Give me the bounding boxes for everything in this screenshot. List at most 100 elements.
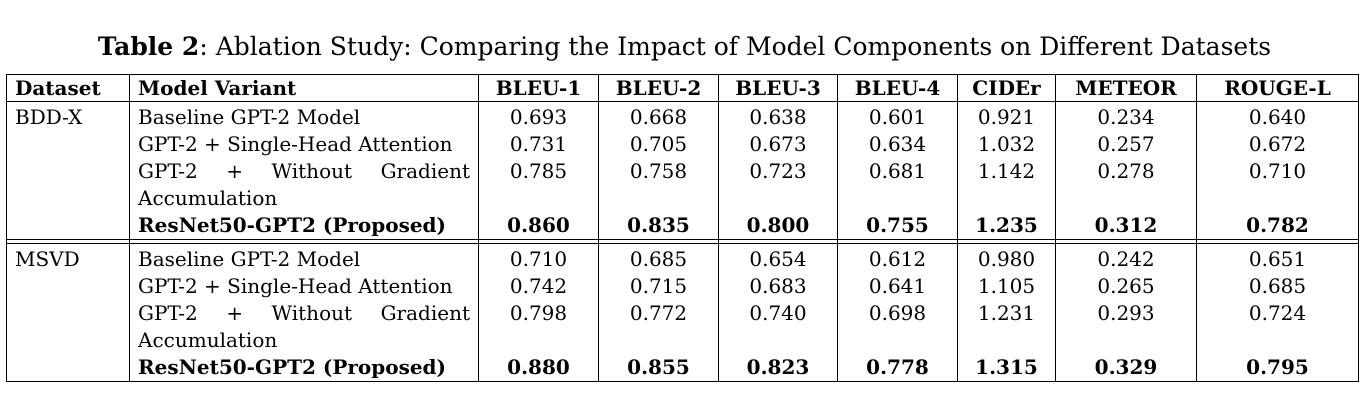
rouge-l-cell: 0.710 — [1196, 158, 1359, 212]
meteor-cell: 0.293 — [1055, 300, 1197, 354]
bleu-2-cell: 0.685 — [598, 243, 719, 273]
variant-line-2: Accumulation — [138, 186, 278, 210]
meteor-cell: 0.278 — [1055, 158, 1197, 212]
ablation-table: Dataset Model Variant BLEU-1 BLEU-2 BLEU… — [6, 74, 1359, 382]
model-variant-cell: ResNet50-GPT2 (Proposed) — [129, 354, 479, 382]
variant-line-1: GPT-2 + Without Gradient — [138, 300, 470, 327]
table-row: ResNet50-GPT2 (Proposed) 0.880 0.855 0.823 0… — [6, 354, 1359, 382]
table-caption: Table 2: Ablation Study: Comparing the I… — [0, 30, 1369, 64]
group-separator — [6, 239, 1359, 244]
table-row: MSVD Baseline GPT-2 Model 0.710 0.685 0.654 0… — [6, 243, 1359, 273]
model-variant-cell: Baseline GPT-2 Model — [129, 101, 479, 131]
table-row: GPT-2 + Single-Head Attention 0.731 0.705 0… — [6, 131, 1359, 158]
variant-word: Without — [271, 301, 353, 325]
dataset-cell — [6, 212, 130, 240]
meteor-cell: 0.329 — [1055, 354, 1197, 382]
bleu-2-cell: 0.835 — [598, 212, 719, 240]
bleu-2-cell: 0.715 — [598, 273, 719, 300]
bleu-1-cell: 0.880 — [478, 354, 599, 382]
bleu-4-cell: 0.634 — [837, 131, 958, 158]
meteor-cell: 0.257 — [1055, 131, 1197, 158]
header-bleu-1: BLEU-1 — [478, 74, 599, 102]
model-variant-cell: GPT-2 + Without Gradient Accumulation — [129, 300, 479, 354]
variant-word: Gradient — [380, 159, 470, 183]
variant-line-2: Accumulation — [138, 328, 278, 352]
model-variant-cell: GPT-2 + Single-Head Attention — [129, 273, 479, 300]
bleu-2-cell: 0.705 — [598, 131, 719, 158]
variant-word: + — [226, 301, 243, 325]
rouge-l-cell: 0.724 — [1196, 300, 1359, 354]
dataset-cell: BDD-X — [6, 101, 130, 131]
caption-label: Table 2 — [97, 32, 200, 61]
variant-word: GPT-2 — [138, 159, 198, 183]
bleu-1-cell: 0.731 — [478, 131, 599, 158]
bleu-3-cell: 0.654 — [718, 243, 838, 273]
header-bleu-3: BLEU-3 — [718, 74, 838, 102]
bleu-2-cell: 0.772 — [598, 300, 719, 354]
bleu-4-cell: 0.612 — [837, 243, 958, 273]
cider-cell: 1.142 — [957, 158, 1056, 212]
meteor-cell: 0.265 — [1055, 273, 1197, 300]
dataset-cell — [6, 131, 130, 158]
table-row: ResNet50-GPT2 (Proposed) 0.860 0.835 0.800 0… — [6, 212, 1359, 240]
header-dataset: Dataset — [6, 74, 130, 102]
rouge-l-cell: 0.672 — [1196, 131, 1359, 158]
bleu-2-cell: 0.758 — [598, 158, 719, 212]
bleu-1-cell: 0.798 — [478, 300, 599, 354]
header-model-variant: Model Variant — [129, 74, 479, 102]
bleu-4-cell: 0.641 — [837, 273, 958, 300]
dataset-cell — [6, 273, 130, 300]
model-variant-cell: ResNet50-GPT2 (Proposed) — [129, 212, 479, 240]
variant-word: + — [226, 159, 243, 183]
bleu-3-cell: 0.823 — [718, 354, 838, 382]
bleu-4-cell: 0.755 — [837, 212, 958, 240]
bleu-3-cell: 0.740 — [718, 300, 838, 354]
variant-word: Gradient — [380, 301, 470, 325]
bleu-1-cell: 0.860 — [478, 212, 599, 240]
dataset-cell — [6, 300, 130, 354]
table-row: GPT-2 + Single-Head Attention 0.742 0.715 0… — [6, 273, 1359, 300]
rouge-l-cell: 0.640 — [1196, 101, 1359, 131]
cider-cell: 0.980 — [957, 243, 1056, 273]
cider-cell: 1.315 — [957, 354, 1056, 382]
table-row: BDD-X Baseline GPT-2 Model 0.693 0.668 0.638… — [6, 101, 1359, 131]
header-bleu-2: BLEU-2 — [598, 74, 719, 102]
header-rouge-l: ROUGE-L — [1196, 74, 1359, 102]
dataset-cell — [6, 158, 130, 212]
bleu-4-cell: 0.778 — [837, 354, 958, 382]
header-bleu-4: BLEU-4 — [837, 74, 958, 102]
bleu-4-cell: 0.601 — [837, 101, 958, 131]
rouge-l-cell: 0.795 — [1196, 354, 1359, 382]
table-row: GPT-2 + Without Gradient Accumulation 0.785 0.… — [6, 158, 1359, 212]
header-row: Dataset Model Variant BLEU-1 BLEU-2 BLEU… — [6, 74, 1359, 102]
meteor-cell: 0.312 — [1055, 212, 1197, 240]
bleu-3-cell: 0.683 — [718, 273, 838, 300]
cider-cell: 1.235 — [957, 212, 1056, 240]
cider-cell: 0.921 — [957, 101, 1056, 131]
rouge-l-cell: 0.685 — [1196, 273, 1359, 300]
meteor-cell: 0.234 — [1055, 101, 1197, 131]
bleu-3-cell: 0.800 — [718, 212, 838, 240]
variant-word: GPT-2 — [138, 301, 198, 325]
bleu-3-cell: 0.638 — [718, 101, 838, 131]
bleu-1-cell: 0.693 — [478, 101, 599, 131]
bleu-4-cell: 0.681 — [837, 158, 958, 212]
model-variant-cell: GPT-2 + Single-Head Attention — [129, 131, 479, 158]
header-meteor: METEOR — [1055, 74, 1197, 102]
bleu-3-cell: 0.723 — [718, 158, 838, 212]
bleu-1-cell: 0.742 — [478, 273, 599, 300]
rouge-l-cell: 0.651 — [1196, 243, 1359, 273]
cider-cell: 1.231 — [957, 300, 1056, 354]
rouge-l-cell: 0.782 — [1196, 212, 1359, 240]
header-cider: CIDEr — [957, 74, 1056, 102]
variant-word: Without — [271, 159, 353, 183]
model-variant-cell: Baseline GPT-2 Model — [129, 243, 479, 273]
dataset-cell — [6, 354, 130, 382]
cider-cell: 1.105 — [957, 273, 1056, 300]
bleu-2-cell: 0.855 — [598, 354, 719, 382]
bleu-1-cell: 0.785 — [478, 158, 599, 212]
caption-text: : Ablation Study: Comparing the Impact o… — [199, 32, 1272, 61]
bleu-4-cell: 0.698 — [837, 300, 958, 354]
table-row: GPT-2 + Without Gradient Accumulation 0.798 0.… — [6, 300, 1359, 354]
bleu-3-cell: 0.673 — [718, 131, 838, 158]
